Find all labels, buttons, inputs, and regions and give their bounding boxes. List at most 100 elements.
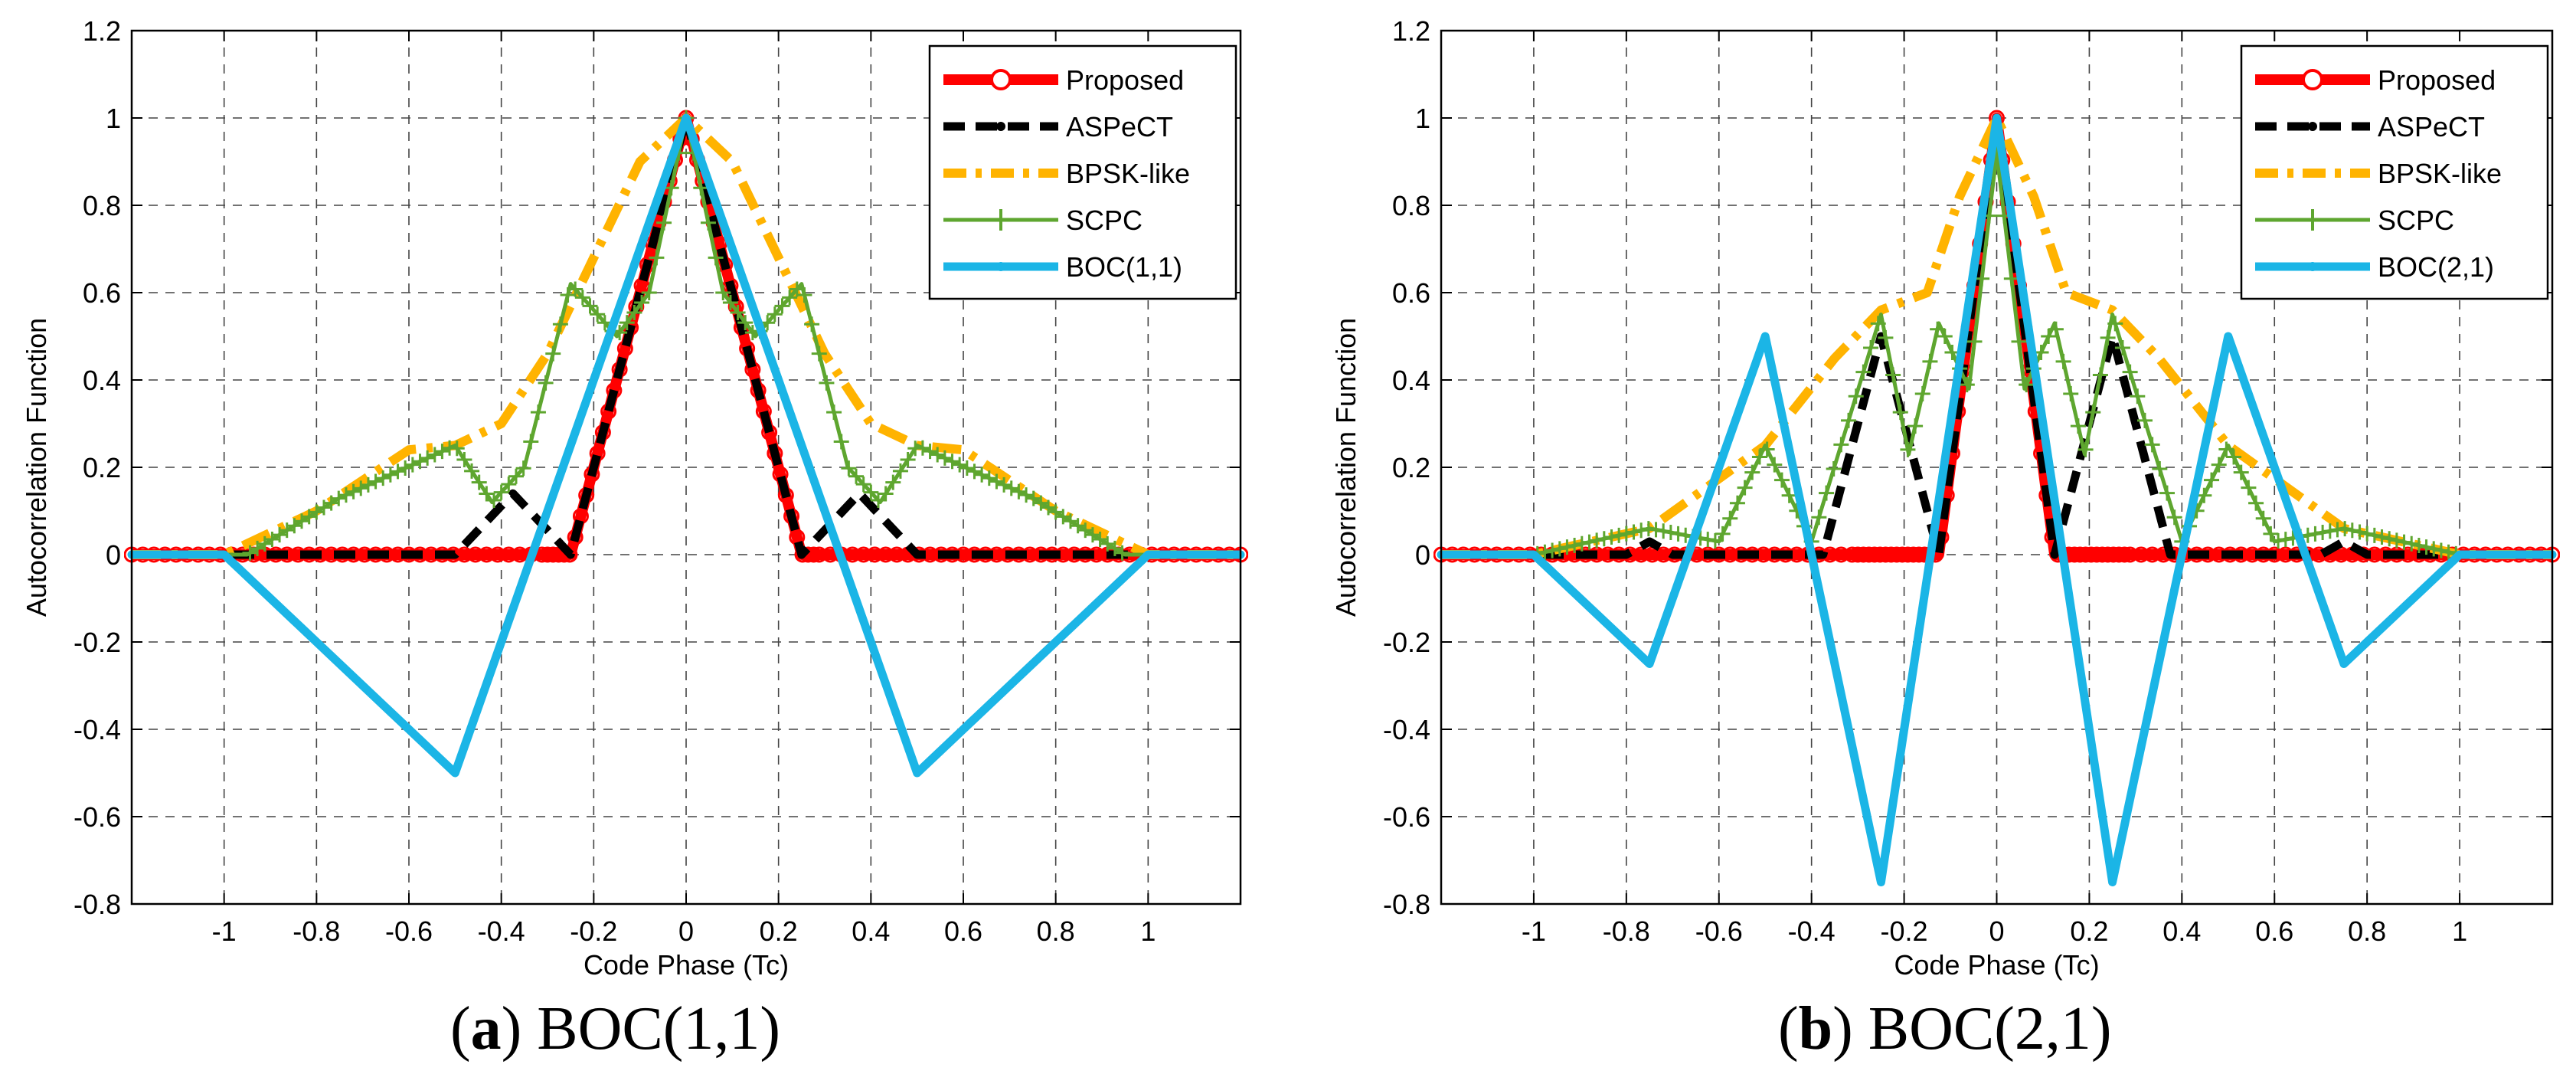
series-marker-scpc bbox=[412, 454, 428, 470]
series-marker-proposed bbox=[512, 546, 528, 563]
series-marker-scpc bbox=[1545, 542, 1561, 558]
series-marker-scpc bbox=[545, 346, 561, 362]
x-tick-label: 0.8 bbox=[2348, 915, 2386, 947]
y-tick-label: 0.4 bbox=[1392, 365, 1430, 396]
series-marker-scpc bbox=[1841, 412, 1857, 428]
series-marker-scpc bbox=[730, 305, 746, 321]
series-marker-scpc bbox=[2041, 329, 2057, 344]
chart-panel-b: -1 -0.8 -0.6 -0.4 -0.2 0 0.2 0.4 0.6 0.8 1 -0.8 -0.6… bbox=[1330, 15, 2560, 981]
series-marker-proposed bbox=[2077, 546, 2094, 563]
series-marker-scpc bbox=[2152, 461, 2168, 477]
series-marker-proposed bbox=[2071, 546, 2088, 563]
series-marker-scpc bbox=[930, 447, 946, 463]
y-tick-label: -0.8 bbox=[1383, 889, 1430, 920]
x-tick-label: 0 bbox=[678, 915, 694, 947]
caption-b-text: BOC(2,1) bbox=[1852, 995, 2112, 1063]
series-marker-scpc bbox=[774, 298, 790, 314]
axes-box bbox=[130, 29, 1242, 906]
series-marker-proposed bbox=[2094, 546, 2110, 563]
series-marker-proposed bbox=[2083, 546, 2100, 563]
y-tick-label: 0 bbox=[1415, 539, 1430, 571]
series-marker-proposed bbox=[1905, 546, 1922, 563]
series-marker-scpc bbox=[590, 306, 606, 323]
legend-label-boc: BOC(2,1) bbox=[2378, 251, 2494, 283]
series-marker-scpc bbox=[1885, 367, 1901, 383]
series-marker-scpc bbox=[2114, 339, 2130, 355]
y-tick-label: 0.2 bbox=[83, 452, 121, 483]
series-marker-scpc bbox=[345, 483, 361, 499]
legend-marker-scpc bbox=[990, 209, 1012, 231]
series-marker-scpc bbox=[959, 460, 975, 477]
y-tick-label: 1 bbox=[106, 103, 121, 134]
series-marker-scpc bbox=[449, 440, 465, 457]
legend: Proposed ASPeCT BPSK-like SCPC BOC(1,1) bbox=[928, 44, 1237, 300]
series-marker-proposed bbox=[500, 546, 517, 563]
series-marker-scpc bbox=[1559, 539, 1575, 555]
series-marker-scpc bbox=[863, 484, 879, 500]
series-marker-scpc bbox=[2322, 523, 2338, 539]
series-marker-scpc bbox=[2277, 532, 2293, 548]
legend-marker-proposed bbox=[990, 69, 1012, 90]
legend-label-bpsk: BPSK-like bbox=[1066, 158, 1190, 189]
y-tick-label: 0 bbox=[106, 539, 121, 571]
series-marker-scpc bbox=[434, 444, 450, 460]
legend-marker-aspect bbox=[996, 122, 1005, 131]
series-marker-scpc bbox=[966, 463, 982, 480]
series-line-bpsk bbox=[1441, 113, 2552, 559]
series-marker-proposed bbox=[2122, 546, 2139, 563]
x-tick-label: 1 bbox=[1140, 915, 1156, 947]
series-marker-scpc bbox=[2055, 353, 2071, 369]
series-marker-proposed bbox=[2144, 546, 2161, 563]
series-marker-scpc bbox=[2307, 526, 2323, 542]
series-marker-scpc bbox=[2204, 472, 2220, 488]
series-marker-scpc bbox=[1581, 534, 1597, 550]
series-marker-scpc bbox=[479, 486, 495, 502]
y-tick-label: 0.6 bbox=[83, 277, 121, 309]
series-marker-scpc bbox=[1767, 457, 1783, 473]
series-marker-scpc bbox=[493, 484, 509, 500]
x-tick-label: 0.2 bbox=[2070, 915, 2108, 947]
series-marker-scpc bbox=[471, 474, 487, 490]
series-marker-scpc bbox=[2063, 385, 2079, 401]
series-line-boc bbox=[1437, 113, 2557, 886]
series-marker-scpc bbox=[819, 375, 835, 391]
y-axis-label: Autocorrelation Function bbox=[1330, 318, 1362, 617]
series-marker-scpc bbox=[2255, 510, 2271, 526]
legend-marker-bpsk bbox=[996, 169, 1005, 178]
series-marker-proposed bbox=[1888, 546, 1905, 563]
series-marker-scpc bbox=[663, 180, 679, 196]
series-marker-proposed bbox=[1633, 546, 1649, 563]
x-tick-label: -1 bbox=[212, 915, 237, 947]
series-marker-scpc bbox=[353, 480, 369, 496]
series-marker-scpc bbox=[456, 452, 472, 468]
series-marker-proposed bbox=[1877, 546, 1894, 563]
series-marker-scpc bbox=[2085, 404, 2101, 421]
series-marker-scpc bbox=[892, 463, 908, 479]
axes-box bbox=[1440, 29, 2554, 906]
series-marker-scpc bbox=[1974, 270, 1990, 287]
series-marker-scpc bbox=[427, 447, 443, 463]
series-marker-scpc bbox=[870, 492, 886, 508]
series-marker-scpc bbox=[1722, 510, 1738, 526]
series-marker-scpc bbox=[1773, 472, 1790, 488]
series-marker-scpc bbox=[2003, 270, 2019, 287]
series-marker-scpc bbox=[368, 473, 384, 490]
x-tick-label: -0.6 bbox=[1695, 915, 1743, 947]
series-marker-scpc bbox=[1011, 483, 1027, 499]
x-tick-label: 0.4 bbox=[852, 915, 890, 947]
series-marker-scpc bbox=[1914, 385, 1930, 401]
series-marker-scpc bbox=[2366, 527, 2382, 543]
y-tick-label: -0.6 bbox=[74, 801, 121, 833]
x-axis-label: Code Phase (Tc) bbox=[584, 949, 789, 981]
series-marker-scpc bbox=[1662, 525, 1679, 541]
y-tick-label: -0.2 bbox=[1383, 627, 1430, 658]
series-group bbox=[1433, 110, 2560, 886]
series-marker-scpc bbox=[1656, 523, 1672, 539]
series-marker-scpc bbox=[2248, 495, 2264, 511]
series-marker-scpc bbox=[914, 440, 930, 456]
series-marker-proposed bbox=[544, 546, 561, 563]
series-marker-scpc bbox=[2352, 524, 2368, 540]
series-marker-scpc bbox=[996, 477, 1012, 493]
legend-label-boc: BOC(1,1) bbox=[1066, 251, 1182, 283]
series-marker-scpc bbox=[722, 295, 738, 311]
